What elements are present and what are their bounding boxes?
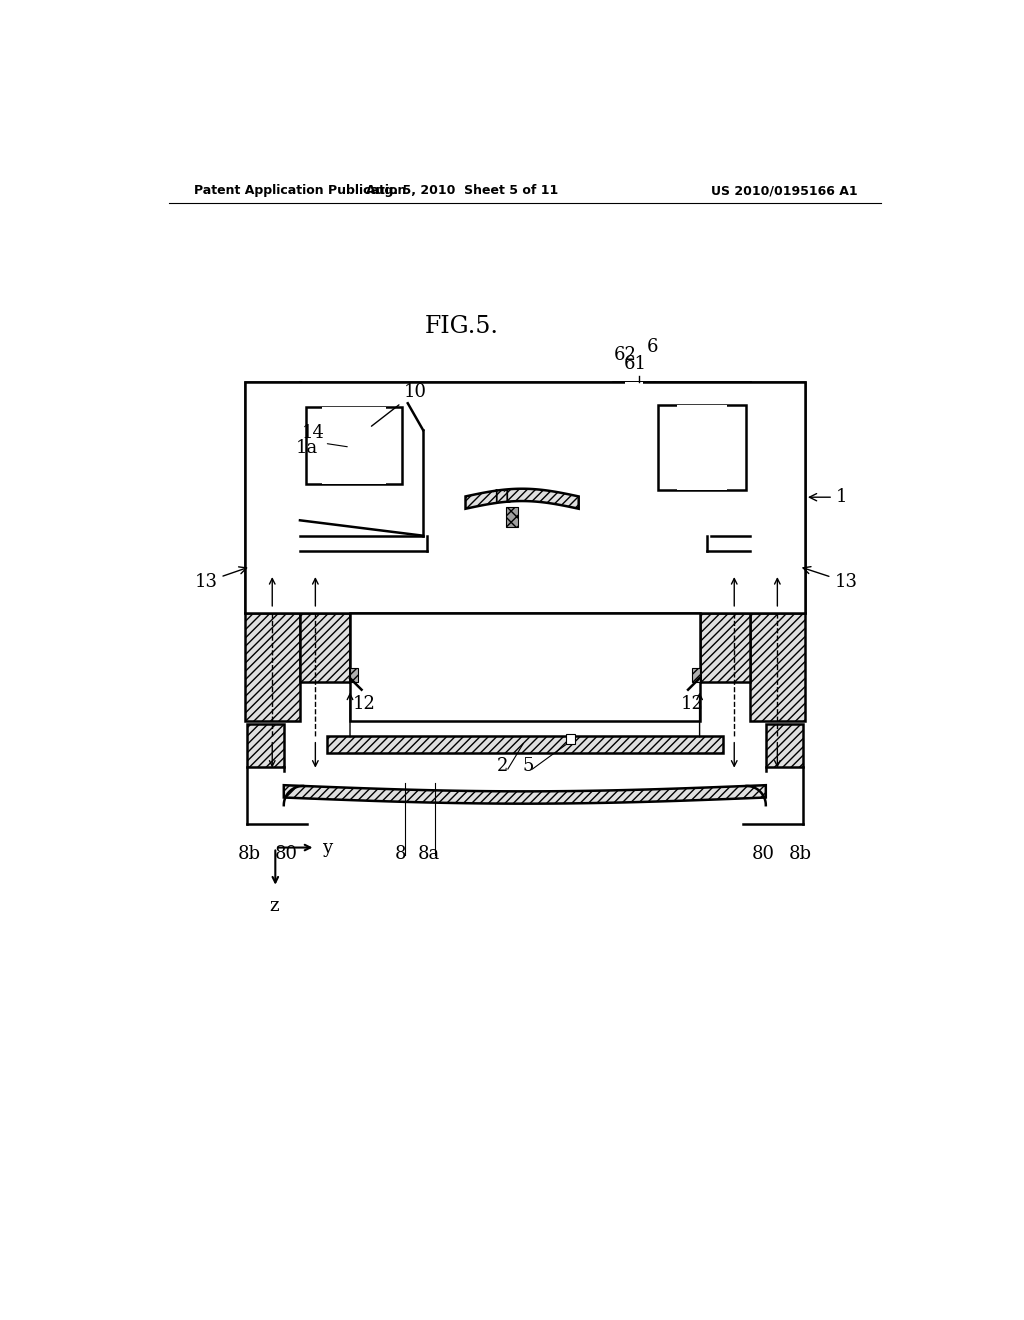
Bar bbox=[306, 407, 401, 484]
Bar bbox=[658, 405, 745, 490]
Text: FIG.5.: FIG.5. bbox=[425, 314, 499, 338]
Text: y: y bbox=[322, 838, 332, 857]
Bar bbox=[300, 612, 350, 682]
Bar bbox=[300, 381, 750, 404]
Bar bbox=[766, 725, 803, 767]
Text: 6: 6 bbox=[647, 338, 658, 356]
Bar bbox=[625, 381, 643, 508]
Text: 80: 80 bbox=[274, 845, 298, 863]
Bar bbox=[692, 668, 699, 682]
Text: 13: 13 bbox=[803, 566, 857, 591]
Bar bbox=[654, 381, 750, 516]
Text: 10: 10 bbox=[372, 383, 427, 426]
Text: 1: 1 bbox=[809, 488, 848, 506]
Text: 80: 80 bbox=[752, 845, 775, 863]
Polygon shape bbox=[284, 785, 766, 804]
Bar bbox=[350, 668, 357, 682]
Text: 2: 2 bbox=[497, 756, 509, 775]
Bar bbox=[617, 381, 625, 508]
Bar bbox=[350, 668, 357, 682]
Polygon shape bbox=[660, 503, 745, 536]
Polygon shape bbox=[423, 503, 609, 536]
Text: 1a: 1a bbox=[296, 438, 318, 457]
Text: 8: 8 bbox=[394, 845, 406, 863]
Bar bbox=[247, 725, 284, 767]
Bar bbox=[750, 381, 805, 612]
Text: 12: 12 bbox=[680, 694, 703, 713]
Text: Aug. 5, 2010  Sheet 5 of 11: Aug. 5, 2010 Sheet 5 of 11 bbox=[366, 185, 558, 197]
Text: US 2010/0195166 A1: US 2010/0195166 A1 bbox=[711, 185, 857, 197]
Bar bbox=[658, 405, 677, 490]
Text: 5: 5 bbox=[522, 756, 534, 775]
Bar bbox=[565, 734, 574, 744]
Bar bbox=[300, 404, 408, 520]
Text: 8b: 8b bbox=[238, 845, 261, 863]
Text: 8b: 8b bbox=[788, 845, 812, 863]
Bar bbox=[750, 612, 805, 721]
Bar bbox=[327, 737, 723, 752]
Bar bbox=[306, 407, 322, 484]
Bar bbox=[245, 612, 300, 721]
Text: 8a: 8a bbox=[418, 845, 440, 863]
Bar bbox=[386, 407, 401, 484]
Text: 14: 14 bbox=[301, 424, 325, 442]
Bar bbox=[699, 612, 750, 682]
Bar bbox=[677, 405, 727, 490]
Polygon shape bbox=[466, 488, 579, 508]
Text: 12: 12 bbox=[352, 694, 375, 713]
Text: 11: 11 bbox=[490, 490, 514, 507]
Bar bbox=[692, 668, 699, 682]
Text: 61: 61 bbox=[625, 355, 647, 374]
Bar bbox=[322, 407, 386, 484]
Bar bbox=[613, 381, 654, 508]
Bar bbox=[727, 405, 745, 490]
Bar bbox=[245, 381, 300, 612]
Bar bbox=[643, 381, 649, 508]
Text: Patent Application Publication: Patent Application Publication bbox=[194, 185, 407, 197]
Text: z: z bbox=[269, 896, 279, 915]
Text: 62: 62 bbox=[614, 346, 637, 364]
Bar bbox=[245, 381, 805, 612]
Bar bbox=[506, 507, 518, 527]
Bar bbox=[350, 612, 699, 721]
Text: 13: 13 bbox=[195, 566, 247, 591]
